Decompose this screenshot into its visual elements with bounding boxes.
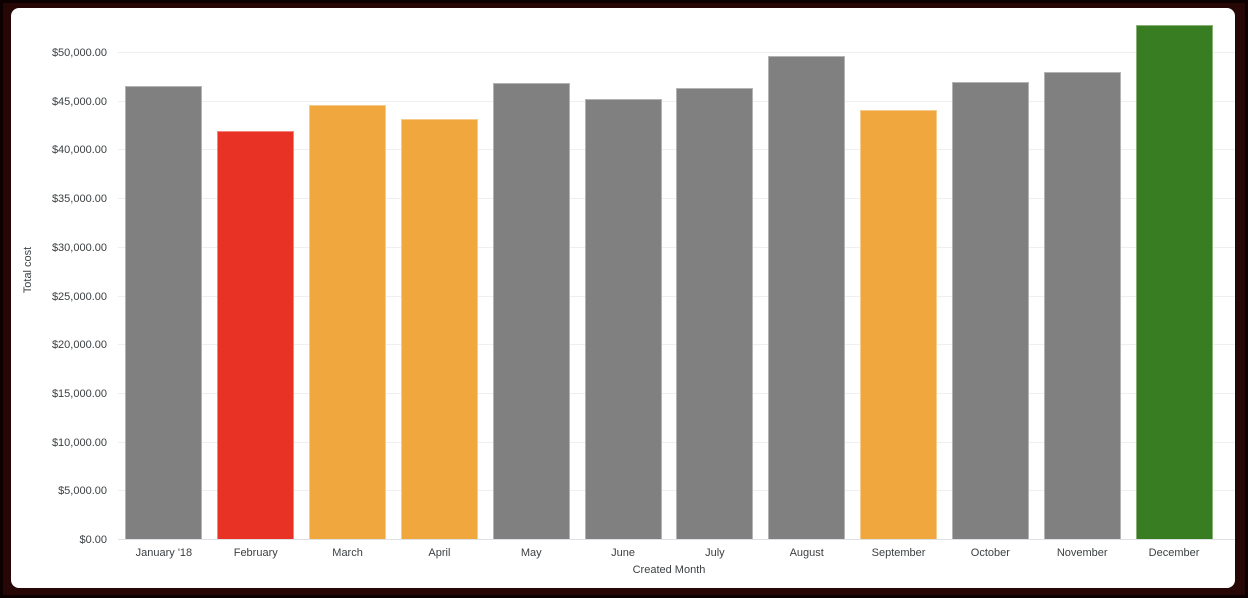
y-axis-tick-label: $50,000.00	[51, 47, 107, 59]
x-axis-label-october: October	[970, 547, 1010, 559]
y-axis-tick-label: $10,000.00	[51, 436, 107, 449]
bar-november[interactable]	[1043, 72, 1121, 540]
x-axis-label-april: April	[428, 547, 451, 559]
x-axis-label-august: August	[789, 547, 824, 559]
bar-july[interactable]	[676, 88, 754, 540]
x-axis-label-july: July	[705, 547, 725, 559]
bar-march[interactable]	[309, 104, 387, 540]
x-axis-label-may: May	[520, 547, 542, 559]
bar-june[interactable]	[584, 98, 662, 540]
x-axis-label-february: February	[233, 547, 278, 559]
gridline	[118, 52, 1235, 53]
bar-february[interactable]	[217, 130, 295, 540]
x-axis-line	[118, 539, 1235, 540]
x-axis-labels: January '18 February March April May June July…	[118, 547, 1220, 559]
x-axis-label-june: June	[611, 547, 635, 559]
x-axis-label-november: November	[1056, 547, 1108, 559]
y-axis-tick-label: $45,000.00	[51, 95, 107, 108]
y-axis-tick-label: $5,000.00	[58, 485, 107, 498]
y-axis-tick-label: $40,000.00	[51, 144, 107, 157]
bar-october[interactable]	[951, 82, 1029, 540]
y-axis-tick-label: $20,000.00	[51, 339, 107, 352]
bar-december[interactable]	[1135, 24, 1213, 540]
bar-series	[118, 24, 1220, 540]
chart-panel: Total cost $0.00 $5,000.00 $10,000.00 $15,0…	[11, 8, 1235, 588]
y-axis-tick-label: $15,000.00	[51, 387, 107, 400]
y-axis-tick-label: $25,000.00	[51, 290, 107, 303]
bar-september[interactable]	[860, 110, 938, 540]
bar-august[interactable]	[768, 55, 846, 540]
y-axis-tick-label: $30,000.00	[51, 241, 107, 254]
bar-january-18[interactable]	[125, 86, 203, 540]
x-axis-label-december: December	[1148, 547, 1200, 559]
x-axis-label-march: March	[332, 547, 363, 559]
x-axis-label-september: September	[871, 547, 926, 559]
y-axis-tick-label: $35,000.00	[51, 193, 107, 206]
x-axis-label-january-18: January '18	[135, 547, 193, 559]
plot-area: $0.00 $5,000.00 $10,000.00 $15,000.00 $20,00…	[52, 24, 1235, 559]
bar-april[interactable]	[400, 119, 478, 540]
y-axis-tick-label: $0.00	[79, 534, 107, 546]
bar-may[interactable]	[492, 83, 570, 540]
x-axis-title: Created Month	[632, 564, 706, 576]
